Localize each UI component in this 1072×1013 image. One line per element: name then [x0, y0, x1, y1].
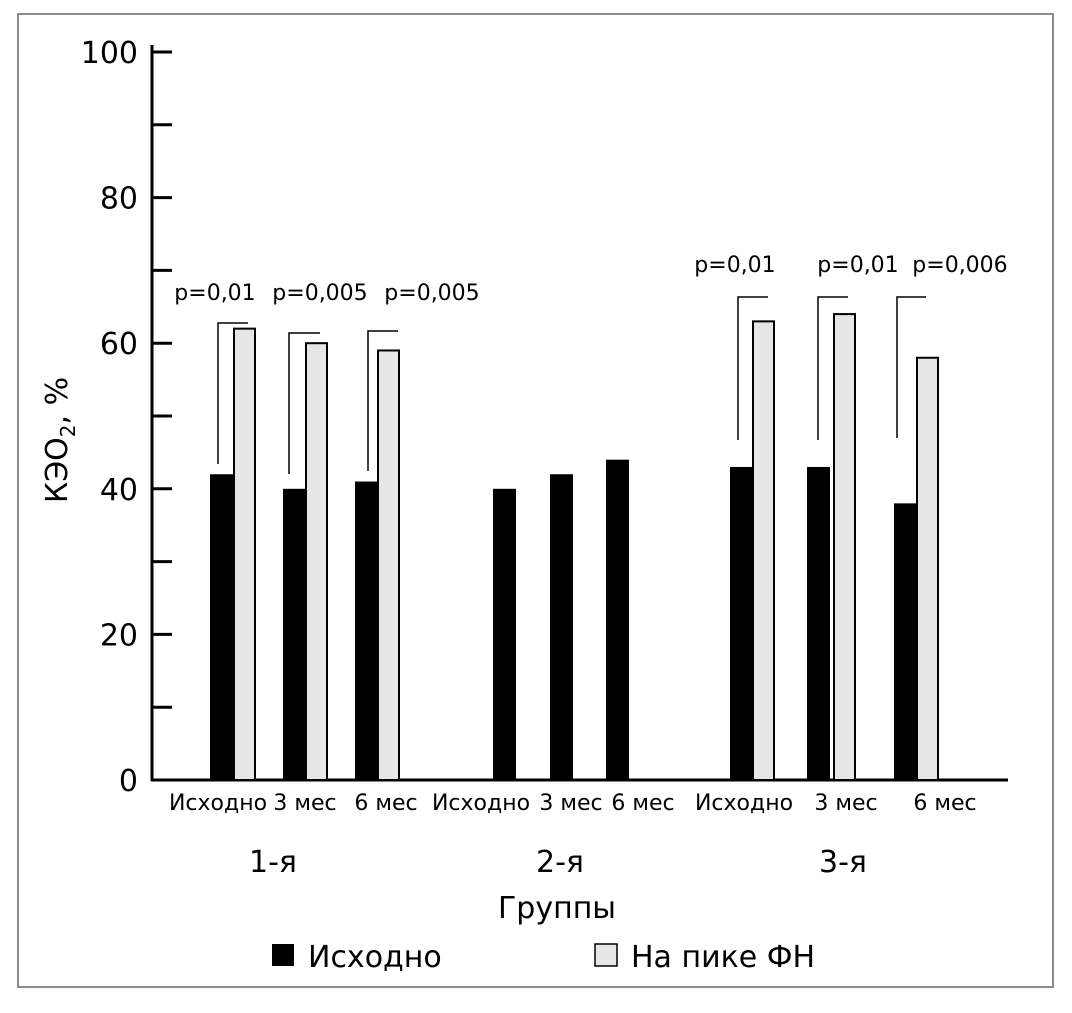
legend-label-baseline: Исходно	[308, 940, 442, 975]
y-axis-label-subscript: 2	[56, 424, 80, 437]
bar-baseline	[493, 488, 516, 780]
x-category-label: 3 мес	[273, 791, 336, 816]
x-category-label: Исходно	[695, 791, 793, 816]
significance-bracket	[896, 296, 926, 438]
bar-baseline	[550, 474, 573, 780]
x-axis-title: Группы	[498, 891, 616, 926]
chart-border	[17, 13, 1054, 988]
bar-peak	[377, 349, 400, 781]
bar-baseline	[730, 466, 753, 780]
x-category-label: Исходно	[169, 791, 267, 816]
bar-baseline	[606, 459, 629, 780]
bar-peak	[233, 327, 256, 781]
legend-swatch-peak	[594, 943, 618, 967]
x-category-label: 6 мес	[913, 791, 976, 816]
bar-peak	[833, 313, 856, 781]
p-value-label: p=0,01	[817, 253, 898, 278]
significance-bracket	[737, 296, 768, 440]
bar-baseline	[894, 503, 917, 780]
p-value-label: p=0,005	[272, 281, 367, 306]
legend-swatch-baseline	[272, 944, 294, 966]
y-tick-label: 40	[100, 473, 138, 508]
x-category-label: Исходно	[432, 791, 530, 816]
x-group-label: 1-я	[249, 845, 297, 880]
y-tick-label: 80	[100, 182, 138, 217]
y-tick-label: 20	[100, 618, 138, 653]
bar-baseline	[210, 474, 233, 780]
bar-peak	[916, 356, 939, 781]
y-tick-label: 100	[81, 36, 138, 71]
bars	[210, 313, 939, 781]
y-axis-label-main: КЭО	[40, 437, 75, 503]
significance-bracket	[217, 322, 248, 464]
bar-peak	[752, 320, 775, 781]
p-value-label: p=0,01	[694, 253, 775, 278]
legend-label-peak: На пике ФН	[631, 940, 815, 975]
p-value-label: p=0,006	[912, 253, 1007, 278]
significance-bracket	[288, 332, 320, 474]
x-category-label: 3 мес	[539, 791, 602, 816]
p-value-label: p=0,01	[174, 281, 255, 306]
y-tick-label: 0	[119, 764, 138, 799]
y-tick-label: 60	[100, 327, 138, 362]
y-axis-label: КЭО2, %	[40, 377, 80, 503]
p-value-label: p=0,005	[384, 281, 479, 306]
legend: Исходно На пике ФН	[272, 940, 815, 975]
x-group-label: 2-я	[536, 845, 584, 880]
x-axis-labels: Исходно 3 мес 6 мес Исходно 3 мес 6 мес Исходн…	[169, 791, 977, 880]
x-category-label: 3 мес	[814, 791, 877, 816]
bar-baseline	[283, 488, 306, 780]
x-category-label: 6 мес	[611, 791, 674, 816]
x-category-label: 6 мес	[354, 791, 417, 816]
significance-annotations: p=0,01 p=0,005 p=0,005 p=0,01 p=0,01 p=0,006	[174, 253, 1008, 474]
bar-baseline	[807, 466, 830, 780]
bar-peak	[305, 342, 328, 781]
significance-bracket	[817, 296, 848, 440]
y-axis-label-unit: , %	[40, 377, 75, 425]
bar-baseline	[355, 481, 378, 780]
significance-bracket	[367, 330, 398, 471]
x-group-label: 3-я	[819, 845, 867, 880]
